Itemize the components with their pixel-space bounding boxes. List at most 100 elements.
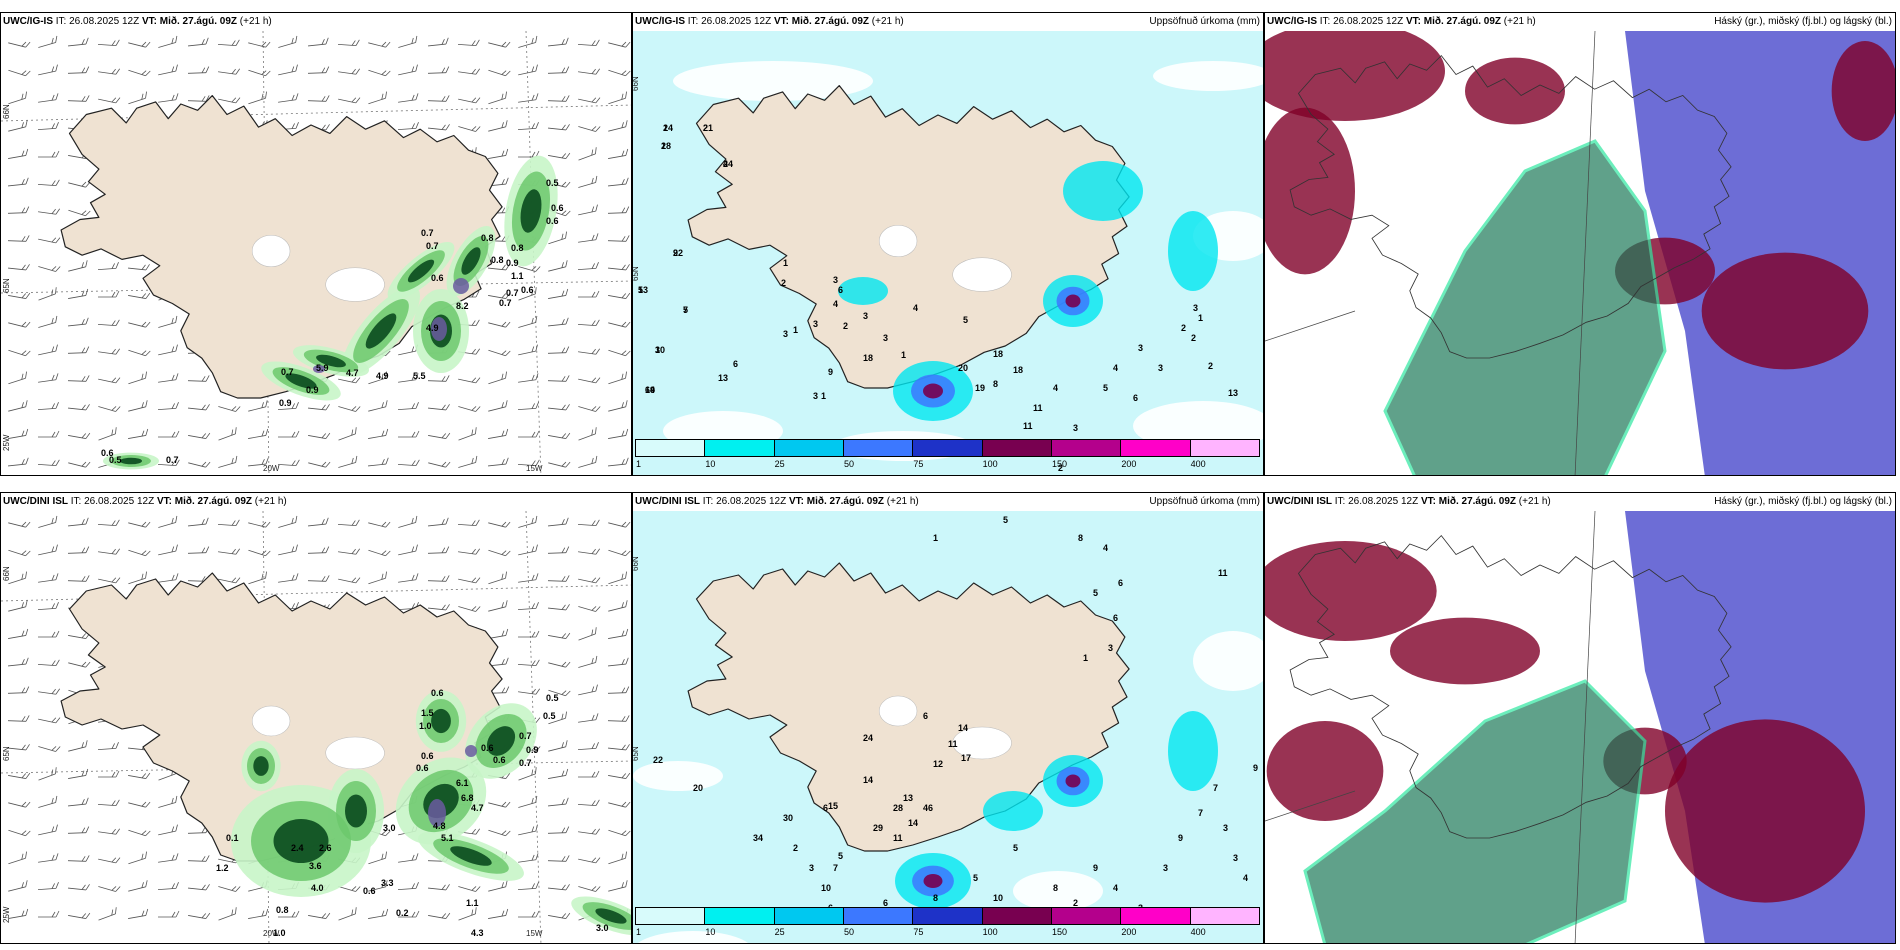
axis-label: 20W xyxy=(263,929,280,938)
legend-label: 1 xyxy=(636,927,642,937)
value-label: 5 xyxy=(683,305,688,315)
precip-cores xyxy=(895,711,1218,909)
axis-label: 25W xyxy=(2,906,11,923)
value-label: 20 xyxy=(958,363,968,373)
value-label: 0.6 xyxy=(521,285,534,295)
value-label: 46 xyxy=(923,803,933,813)
panel-header: UWC/IG-IS IT: 26.08.2025 12Z VT: Mið. 27… xyxy=(1265,13,1895,31)
axis-labels: 66N 65N 25W 20W 15W xyxy=(2,566,543,938)
value-label: 29 xyxy=(873,823,883,833)
value-label: 6 xyxy=(838,285,843,295)
axis-label: 65N xyxy=(633,266,640,281)
legend-swatch xyxy=(912,907,983,925)
value-label: 0.5 xyxy=(543,711,556,721)
value-label: 11 xyxy=(1218,568,1228,578)
value-label: 0.7 xyxy=(519,758,532,768)
value-label: 5.5 xyxy=(413,371,426,381)
value-label: 4 xyxy=(1113,363,1118,373)
value-label: 5 xyxy=(1093,588,1098,598)
value-label: 6.1 xyxy=(456,778,469,788)
value-labels: 5184116563123571066111411171262429281514… xyxy=(653,515,1258,913)
axis-label: 20W xyxy=(263,464,280,473)
panel-title: Háský (gr.), miðský (fj.bl.) og lágský (… xyxy=(1714,16,1892,27)
cloud-cover-panel-igis: UWC/IG-IS IT: 26.08.2025 12Z VT: Mið. 27… xyxy=(1264,12,1896,476)
value-label: 0.5 xyxy=(546,693,559,703)
value-label: 1 xyxy=(1083,653,1088,663)
value-label: 9 xyxy=(828,367,833,377)
panel-header: UWC/IG-IS IT: 26.08.2025 12Z VT: Mið. 27… xyxy=(1,13,631,31)
legend-swatch xyxy=(704,439,775,457)
value-label: 0.7 xyxy=(519,731,532,741)
legend-swatch xyxy=(1051,907,1122,925)
value-label: 3 xyxy=(655,345,660,355)
precip-legend: 1 10 25 50 75 100 150 200 400 xyxy=(635,439,1260,473)
value-label: 0.6 xyxy=(493,755,506,765)
legend-swatch xyxy=(1051,439,1122,457)
value-label: 9 xyxy=(673,248,678,258)
map-area xyxy=(1265,511,1895,943)
value-labels: 0.6 1.5 1.0 0.6 0.6 0.5 0.5 0.7 0.9 0.7 0.6 0.6 6.1 6… xyxy=(216,688,609,938)
value-label: 2 xyxy=(663,123,668,133)
value-label: 3 xyxy=(813,319,818,329)
legend-swatch xyxy=(773,907,844,925)
value-label: 20 xyxy=(693,783,703,793)
value-label: 9 xyxy=(1093,863,1098,873)
value-label: 4.8 xyxy=(433,821,446,831)
value-label: 8 xyxy=(1078,533,1083,543)
legend-label: 50 xyxy=(844,927,855,937)
value-label: 3 xyxy=(1193,303,1198,313)
value-label: 0.5 xyxy=(546,178,559,188)
value-label: 28 xyxy=(893,803,903,813)
value-label: 0.6 xyxy=(431,688,444,698)
value-label: 24 xyxy=(863,733,873,743)
legend-label: 25 xyxy=(774,927,785,937)
value-label: 8 xyxy=(1053,883,1058,893)
value-label: 0.7 xyxy=(499,298,512,308)
value-label: 0.8 xyxy=(481,233,494,243)
value-label: 14 xyxy=(863,775,873,785)
value-label: 3.6 xyxy=(309,861,322,871)
value-label: 6.8 xyxy=(461,793,474,803)
value-label: 13 xyxy=(718,373,728,383)
value-label: 2 xyxy=(1073,898,1078,908)
value-label: 0.8 xyxy=(276,905,289,915)
legend-label: 100 xyxy=(982,459,998,469)
axis-label: 66N xyxy=(2,566,11,581)
panel-header: UWC/DINI ISL IT: 26.08.2025 12Z VT: Mið.… xyxy=(1265,493,1895,511)
value-label: 24 xyxy=(723,159,733,169)
value-label: 11 xyxy=(1033,403,1043,413)
value-label: 15 xyxy=(828,801,838,811)
value-label: 6 xyxy=(823,803,828,813)
accum-precip-panel-igis: UWC/IG-IS IT: 26.08.2025 12Z VT: Mið. 27… xyxy=(632,12,1264,476)
value-label: 1 xyxy=(901,350,906,360)
value-label: 3 xyxy=(863,311,868,321)
legend-label: 150 xyxy=(1052,459,1068,469)
legend-label: 200 xyxy=(1121,927,1137,937)
legend-label: 50 xyxy=(844,459,855,469)
value-label: 13 xyxy=(1228,388,1238,398)
value-label: 3 xyxy=(1138,343,1143,353)
value-label: 9 xyxy=(1178,833,1183,843)
value-label: 5 xyxy=(1013,843,1018,853)
value-label: 4 xyxy=(833,299,838,309)
map-area xyxy=(1265,31,1895,475)
value-label: 0.9 xyxy=(506,258,519,268)
accum-precip-panel-dini: UWC/DINI ISL IT: 26.08.2025 12Z VT: Mið.… xyxy=(632,492,1264,944)
wind-precip-panel-dini: UWC/DINI ISL IT: 26.08.2025 12Z VT: Mið.… xyxy=(0,492,632,944)
value-label: 1 xyxy=(793,325,798,335)
value-label: 18 xyxy=(661,141,671,151)
value-label: 0.7 xyxy=(426,241,439,251)
legend-swatch xyxy=(843,439,914,457)
value-label: 8 xyxy=(993,379,998,389)
value-label: 5 xyxy=(973,873,978,883)
coastline xyxy=(1289,54,1732,359)
value-label: 18 xyxy=(1013,365,1023,375)
value-label: 3 xyxy=(1223,823,1228,833)
value-label: 1 xyxy=(933,533,938,543)
value-label: 3.0 xyxy=(596,923,609,933)
value-label: 5 xyxy=(1003,515,1008,525)
value-label: 2 xyxy=(781,278,786,288)
value-label: 14 xyxy=(663,123,673,133)
value-label: 69 xyxy=(645,385,655,395)
value-label: 3 xyxy=(883,333,888,343)
